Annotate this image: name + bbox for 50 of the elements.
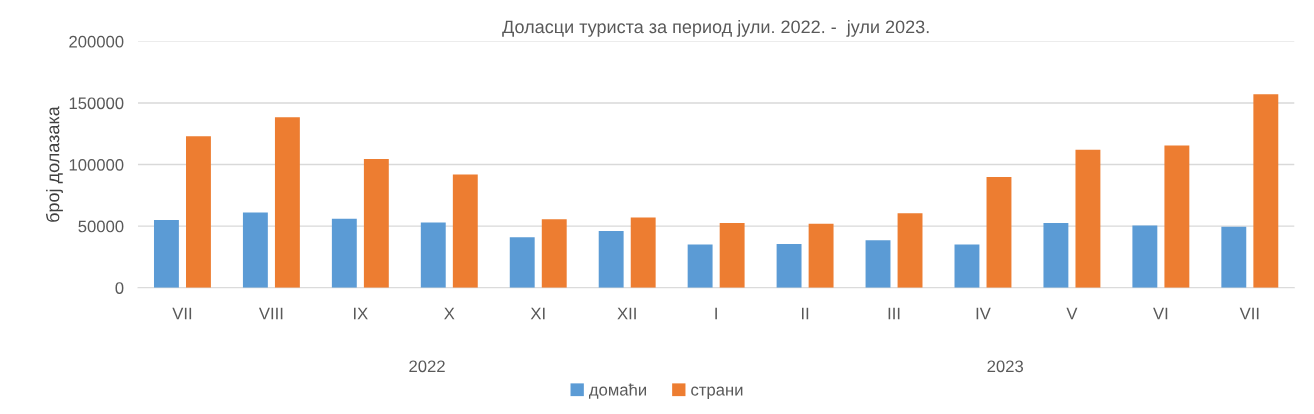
bar — [242, 212, 268, 288]
x-tick-label: XII — [617, 307, 636, 320]
legend-label: страни — [691, 386, 743, 399]
x-tick-label: V — [1066, 307, 1078, 320]
bar — [541, 219, 567, 288]
bar — [1075, 149, 1101, 288]
bar — [776, 244, 802, 288]
bar — [986, 176, 1012, 288]
legend-label: домаћи — [589, 383, 646, 399]
x-tick-label: VIII — [258, 307, 283, 320]
x-tick-label: IX — [354, 307, 368, 320]
x-tick-label: X — [444, 307, 455, 320]
bar — [719, 223, 745, 288]
bar — [186, 136, 211, 288]
y-tick-label: 0 — [115, 282, 124, 294]
x-tick-label: VII — [172, 307, 192, 320]
bar — [954, 244, 980, 288]
y-axis-title: број долазака — [45, 106, 63, 222]
bar — [1253, 94, 1279, 288]
y-tick-label: 150000 — [69, 97, 124, 110]
bar — [865, 240, 891, 288]
chart-title: Доласци туриста за период јули. 2022. - јули 2023. — [502, 19, 929, 37]
bar — [630, 217, 656, 288]
bar — [808, 223, 834, 288]
x-tick-label: II — [801, 307, 809, 320]
bar — [687, 244, 713, 288]
y-tick-label: 200000 — [69, 35, 124, 48]
x-tick-label: XI — [530, 307, 545, 320]
bar — [1132, 225, 1158, 288]
bar — [331, 218, 357, 288]
bar — [897, 213, 923, 288]
x-tick-label: VI — [1153, 307, 1168, 320]
bar — [420, 222, 446, 288]
x-tick-label: IV — [976, 307, 991, 320]
bar — [1043, 223, 1069, 288]
bar — [509, 237, 535, 288]
x-tick-label: III — [888, 307, 900, 320]
text: 2022 — [409, 360, 445, 373]
bar — [153, 219, 179, 288]
bar — [1221, 226, 1247, 288]
text: 2023 — [987, 360, 1024, 373]
bar — [598, 231, 624, 288]
x-tick-label: VII — [1239, 307, 1259, 320]
y-tick-label: 100000 — [69, 158, 124, 171]
bar — [452, 174, 478, 288]
y-tick-label: 50000 — [78, 220, 124, 233]
bar — [1164, 145, 1190, 288]
x-tick-label: I — [715, 307, 717, 320]
bar — [363, 159, 389, 288]
bar — [274, 117, 300, 288]
